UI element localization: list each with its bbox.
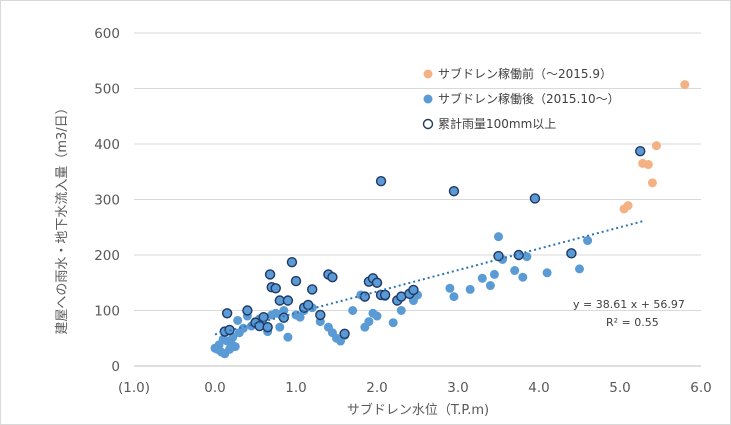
point-after: [233, 315, 243, 325]
point-rain: [282, 295, 294, 306]
point-before: [647, 178, 657, 188]
x-tick-label: 2.0: [366, 380, 387, 396]
point-rain: [635, 146, 646, 157]
x-tick-label: 1.0: [285, 380, 306, 396]
point-after: [477, 273, 487, 283]
point-rain: [307, 284, 318, 295]
point-after: [465, 284, 475, 294]
point-rain: [566, 248, 577, 259]
point-after: [449, 292, 459, 302]
y-tick-label: 500: [94, 82, 120, 98]
point-after: [388, 318, 398, 328]
point-rain: [290, 275, 302, 287]
point-rain: [359, 291, 371, 302]
point-rain: [302, 299, 314, 311]
point-after: [372, 311, 382, 321]
point-rain: [258, 311, 269, 323]
point-rain: [448, 185, 460, 197]
x-tick-label: 0.0: [204, 380, 225, 396]
legend: サブドレン稼働前（～2015.9） サブドレン稼働後（2015.10～） 累計雨…: [422, 66, 620, 131]
point-rain: [278, 312, 290, 323]
legend-label-after: サブドレン稼働後（2015.10～）: [438, 91, 620, 106]
point-after: [583, 236, 593, 246]
y-axis-label: 建屋への雨水・地下水流入量（m3/日）: [55, 101, 70, 334]
x-tick-label: 6.0: [690, 380, 711, 396]
point-after: [364, 317, 374, 327]
legend-marker-after: [423, 94, 433, 104]
x-tick-label: 3.0: [447, 380, 468, 396]
point-rain: [286, 257, 298, 268]
y-tick-label: 300: [94, 193, 120, 209]
x-tick-label: (1.0): [118, 380, 150, 396]
point-after: [230, 342, 240, 352]
point-before: [643, 160, 653, 170]
point-after: [295, 312, 305, 322]
y-tick-label: 600: [94, 26, 120, 42]
point-after: [542, 268, 552, 278]
y-tick-label: 200: [94, 248, 120, 264]
point-after: [396, 306, 406, 315]
point-rain: [339, 328, 350, 340]
trendline: [214, 219, 645, 336]
x-tick-label: 4.0: [528, 380, 549, 396]
point-rain: [262, 321, 273, 333]
x-axis-ticks: (1.0) 0.0 1.0 2.0 3.0 4.0 5.0 6.0: [118, 380, 712, 396]
point-rain: [529, 193, 541, 204]
y-tick-label: 100: [94, 304, 120, 320]
point-after: [445, 283, 455, 293]
point-after: [271, 308, 281, 318]
x-tick-label: 5.0: [609, 380, 630, 396]
legend-marker-before: [423, 69, 433, 79]
y-axis-ticks: 0 100 200 300 400 500 600: [94, 26, 120, 375]
point-rain: [371, 277, 383, 288]
point-before: [623, 201, 633, 211]
point-after: [279, 306, 289, 315]
point-after: [518, 272, 528, 282]
point-rain: [270, 283, 281, 294]
point-after: [522, 252, 532, 262]
trendline-r2: R² = 0.55: [606, 316, 659, 329]
trendline-equation: y = 38.61 x + 56.97: [573, 298, 685, 311]
y-tick-label: 400: [94, 137, 120, 153]
point-rain: [221, 308, 233, 319]
point-after: [510, 266, 520, 276]
point-before: [651, 141, 661, 151]
point-rain: [408, 284, 419, 296]
point-rain: [242, 305, 253, 316]
point-rain: [379, 289, 391, 301]
point-after: [489, 269, 499, 279]
point-rain: [375, 175, 387, 187]
point-after: [485, 281, 495, 291]
point-rain: [315, 309, 326, 321]
point-after: [348, 306, 358, 315]
legend-label-rain: 累計雨量100mm以上: [438, 116, 556, 131]
point-after: [575, 264, 584, 274]
y-tick-label: 0: [111, 359, 120, 375]
point-rain: [327, 272, 338, 283]
legend-label-before: サブドレン稼働前（～2015.9）: [438, 66, 612, 81]
point-after: [275, 322, 285, 332]
legend-marker-rain: [422, 118, 434, 130]
point-after: [283, 332, 293, 342]
x-axis-label: サブドレン水位（T.P.m): [347, 402, 489, 418]
point-rain: [264, 269, 276, 280]
point-after: [494, 232, 503, 242]
point-before: [680, 80, 690, 90]
